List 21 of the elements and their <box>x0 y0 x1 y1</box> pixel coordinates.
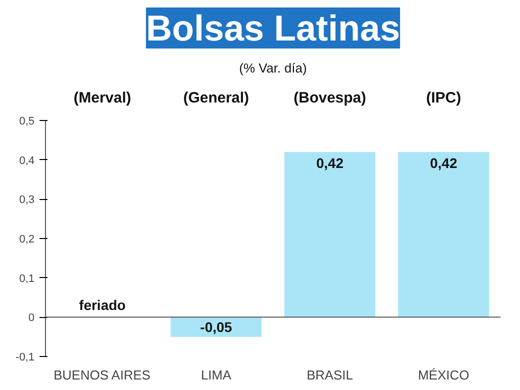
y-tick-label: 0,1 <box>19 272 35 285</box>
text: feriado <box>79 297 126 314</box>
x-tick-label: MÉXICO <box>418 368 470 382</box>
data-label: 0,42 <box>430 154 458 171</box>
x-tick-label: BUENOS AIRES <box>54 368 151 382</box>
y-tick-label: 0,5 <box>19 116 35 128</box>
y-tick-label: 0,3 <box>19 194 35 206</box>
data-label: 0,42 <box>316 154 344 171</box>
text: (IPC) <box>426 90 462 106</box>
text: (Merval) <box>74 90 132 106</box>
x-tick-label: BRASIL <box>306 368 354 382</box>
y-tick-label: 0,2 <box>19 234 35 246</box>
x-tick-label: LIMA <box>200 368 232 382</box>
text: (General) <box>183 90 250 106</box>
data-label: -0,05 <box>200 319 232 335</box>
y-tick-label: 0 <box>28 312 35 324</box>
chart-title: Bolsas Latinas <box>146 8 400 48</box>
chart-subtitle: (% Var. día) <box>239 60 307 76</box>
text: (Bovespa) <box>294 90 366 106</box>
y-tick-label: 0,4 <box>19 154 35 167</box>
y-tick-label: -0,1 <box>16 352 35 364</box>
